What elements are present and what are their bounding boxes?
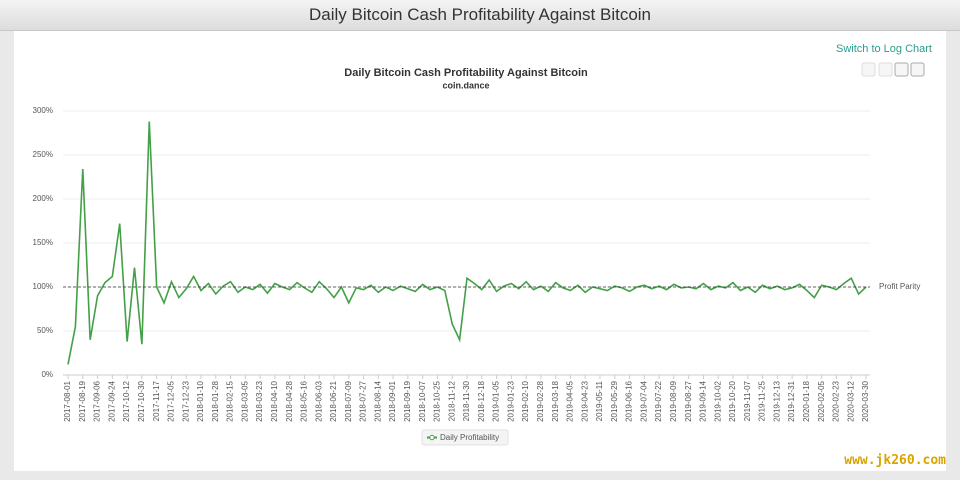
x-tick-label: 2020-02-23 [832,380,841,421]
x-tick-label: 2017-09-24 [107,380,116,421]
y-tick-label: 50% [37,326,53,335]
y-tick-label: 0% [41,370,53,379]
y-tick-label: 250% [33,150,53,159]
x-tick-label: 2019-11-07 [743,380,752,421]
x-tick-label: 2018-08-14 [373,380,382,421]
x-tick-label: 2019-05-29 [610,380,619,421]
x-tick-label: 2017-11-17 [152,380,161,421]
x-tick-label: 2018-06-21 [329,380,338,421]
x-tick-label: 2019-12-13 [772,380,781,421]
x-tick-label: 2019-02-28 [536,380,545,421]
chart-title: Daily Bitcoin Cash Profitability Against… [344,67,588,79]
x-tick-label: 2018-07-09 [344,380,353,421]
y-tick-label: 100% [33,282,53,291]
x-tick-label: 2018-09-19 [403,380,412,421]
x-tick-label: 2019-04-05 [566,380,575,421]
x-tick-label: 2018-10-25 [433,380,442,421]
x-tick-label: 2019-09-14 [699,380,708,421]
x-tick-label: 2019-10-02 [713,380,722,421]
x-tick-label: 2018-07-27 [359,380,368,421]
x-tick-label: 2017-09-06 [93,380,102,421]
x-tick-label: 2020-03-12 [846,380,855,421]
x-tick-label: 2019-07-04 [639,380,648,421]
x-tick-label: 2019-01-23 [506,380,515,421]
tool-button[interactable] [894,62,909,77]
x-tick-label: 2019-04-23 [580,380,589,421]
x-tick-label: 2018-12-18 [477,380,486,421]
reference-label: Profit Parity [879,282,920,291]
y-tick-label: 200% [33,194,53,203]
x-tick-label: 2020-02-05 [817,380,826,421]
x-tick-label: 2018-04-28 [285,380,294,421]
menu-button[interactable] [910,62,925,77]
x-tick-label: 2019-03-18 [551,380,560,421]
x-tick-label: 2017-08-19 [78,380,87,421]
chart-card [14,31,946,471]
x-tick-label: 2019-08-27 [684,380,693,421]
x-tick-label: 2018-03-23 [255,380,264,421]
x-tick-label: 2019-08-09 [669,380,678,421]
x-tick-label: 2020-01-18 [802,380,811,421]
legend-marker [429,434,435,441]
y-tick-label: 300% [33,106,53,115]
legend-box [421,429,509,446]
x-tick-label: 2019-06-16 [625,380,634,421]
x-tick-label: 2018-10-07 [418,380,427,421]
x-tick-label: 2019-12-31 [787,380,796,421]
data-line [67,121,867,365]
legend-label: Daily Profitability [440,433,499,442]
x-tick-label: 2018-03-05 [240,380,249,421]
x-tick-label: 2018-11-30 [462,380,471,421]
x-tick-label: 2019-02-10 [521,380,530,421]
tool-button[interactable] [861,62,876,77]
x-tick-label: 2018-01-28 [211,380,220,421]
x-tick-label: 2018-01-10 [196,380,205,421]
chart-subtitle: coin.dance [442,80,489,90]
x-tick-label: 2018-09-01 [388,380,397,421]
x-tick-label: 2020-03-30 [861,380,870,421]
x-tick-label: 2018-05-16 [300,380,309,421]
x-tick-label: 2019-10-20 [728,380,737,421]
x-tick-label: 2017-12-05 [167,380,176,421]
log-chart-link[interactable]: Switch to Log Chart [836,43,932,55]
x-tick-label: 2017-10-12 [122,380,131,421]
x-tick-label: 2019-05-11 [595,380,604,421]
toolbar [861,62,925,77]
x-tick-label: 2018-06-03 [314,380,323,421]
x-tick-label: 2019-11-25 [758,380,767,421]
legend-item: Daily Profitability [421,429,509,446]
x-tick-label: 2017-10-30 [137,380,146,421]
x-tick-label: 2019-07-22 [654,380,663,421]
tool-button[interactable] [878,62,893,77]
x-tick-label: 2017-12-23 [181,380,190,421]
x-tick-label: 2017-08-01 [63,380,72,421]
watermark: www.jk260.com [844,453,946,468]
x-tick-label: 2018-11-12 [447,380,456,421]
x-tick-label: 2018-04-10 [270,380,279,421]
x-tick-label: 2019-01-05 [492,380,501,421]
y-tick-label: 150% [33,238,53,247]
page-header: Daily Bitcoin Cash Profitability Against… [0,0,960,31]
x-tick-label: 2018-02-15 [226,380,235,421]
